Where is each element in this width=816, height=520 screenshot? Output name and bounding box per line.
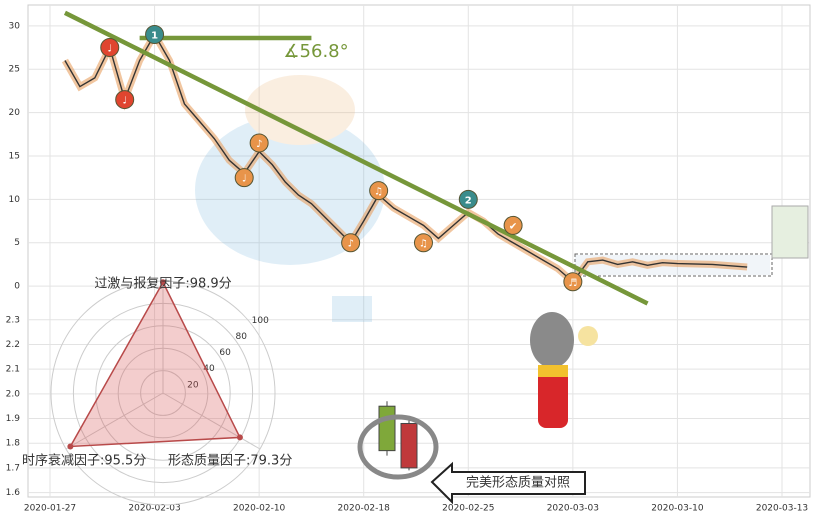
marker — [234, 168, 254, 188]
marker — [249, 133, 269, 153]
radar-point — [160, 279, 166, 286]
x-tick-label: 2020-02-18 — [338, 504, 391, 514]
marker — [458, 189, 478, 209]
marker — [145, 25, 165, 44]
y2-tick-label: 1.8 — [6, 439, 21, 449]
x-tick-label: 2020-02-03 — [128, 504, 180, 514]
radar-tick-label: 20 — [187, 380, 199, 390]
marker-label: ♪ — [256, 139, 262, 150]
marker — [563, 272, 583, 292]
y2-tick-label: 1.9 — [6, 414, 21, 424]
marker — [369, 181, 389, 201]
marker-label: ♩ — [107, 44, 112, 55]
radar-tick-label: 60 — [219, 348, 231, 358]
radar-label: 时序衰减因子:95.5分 — [22, 453, 146, 469]
y2-tick-label: 1.6 — [6, 488, 21, 498]
radar-area — [69, 280, 242, 448]
radar-spoke — [65, 392, 164, 450]
y2-tick-label: 2.1 — [6, 365, 20, 375]
marker-label: ♪ — [347, 239, 353, 250]
y-tick-label: 20 — [9, 108, 21, 118]
marker — [100, 38, 120, 58]
x-tick-label: 2020-02-10 — [233, 504, 286, 514]
radar-point — [67, 443, 74, 450]
radar-tick-label: 40 — [203, 364, 215, 374]
radar-label: 形态质量因子:79.3分 — [168, 454, 292, 469]
marker-label: ♫ — [419, 239, 428, 250]
y-tick-label: 0 — [14, 282, 20, 292]
marker — [115, 90, 135, 110]
x-tick-label: 2020-01-27 — [24, 504, 76, 514]
y-tick-label: 30 — [9, 21, 21, 31]
trend-line — [63, 10, 649, 306]
marker-label: 2 — [465, 195, 472, 206]
y2-tick-label: 2.0 — [6, 389, 21, 399]
radar-point — [236, 434, 243, 441]
marker — [341, 233, 361, 253]
thumbnail — [771, 205, 809, 259]
marker — [503, 215, 523, 235]
wolf-icon — [530, 312, 598, 428]
radar-tick-label: 80 — [236, 332, 248, 342]
compare-label: 完美形态质量对照 — [466, 476, 570, 491]
radar-tick-label: 100 — [252, 316, 269, 326]
y-tick-label: 25 — [9, 65, 20, 75]
x-tick-label: 2020-02-25 — [442, 504, 494, 514]
radar-spoke — [162, 392, 261, 450]
marker-label: ♩ — [122, 96, 127, 107]
angle-label: ∡56.8° — [283, 41, 348, 62]
marker-label: 1 — [151, 31, 158, 42]
marker-label: ♩ — [242, 174, 247, 185]
x-tick-label: 2020-03-10 — [651, 504, 704, 514]
radar-label: 过激与报复因子:98.9分 — [94, 277, 231, 292]
candle-ring — [357, 414, 439, 480]
y-tick-label: 5 — [14, 238, 20, 248]
y2-tick-label: 2.2 — [6, 340, 20, 350]
compare-button: 完美形态质量对照 — [430, 461, 586, 505]
x-tick-label: 2020-03-13 — [756, 504, 808, 514]
marker-label: ✔ — [509, 221, 517, 232]
marker-label: ♫ — [374, 187, 383, 198]
y2-tick-label: 1.7 — [6, 463, 20, 473]
y-tick-label: 10 — [9, 195, 21, 205]
x-tick-label: 2020-03-03 — [547, 504, 599, 514]
candle-body — [378, 405, 396, 452]
marker-label: ♬ — [568, 278, 577, 289]
candle-body — [400, 422, 418, 469]
marker — [413, 233, 433, 253]
y-tick-label: 15 — [9, 151, 20, 161]
y2-tick-label: 2.3 — [6, 315, 20, 325]
